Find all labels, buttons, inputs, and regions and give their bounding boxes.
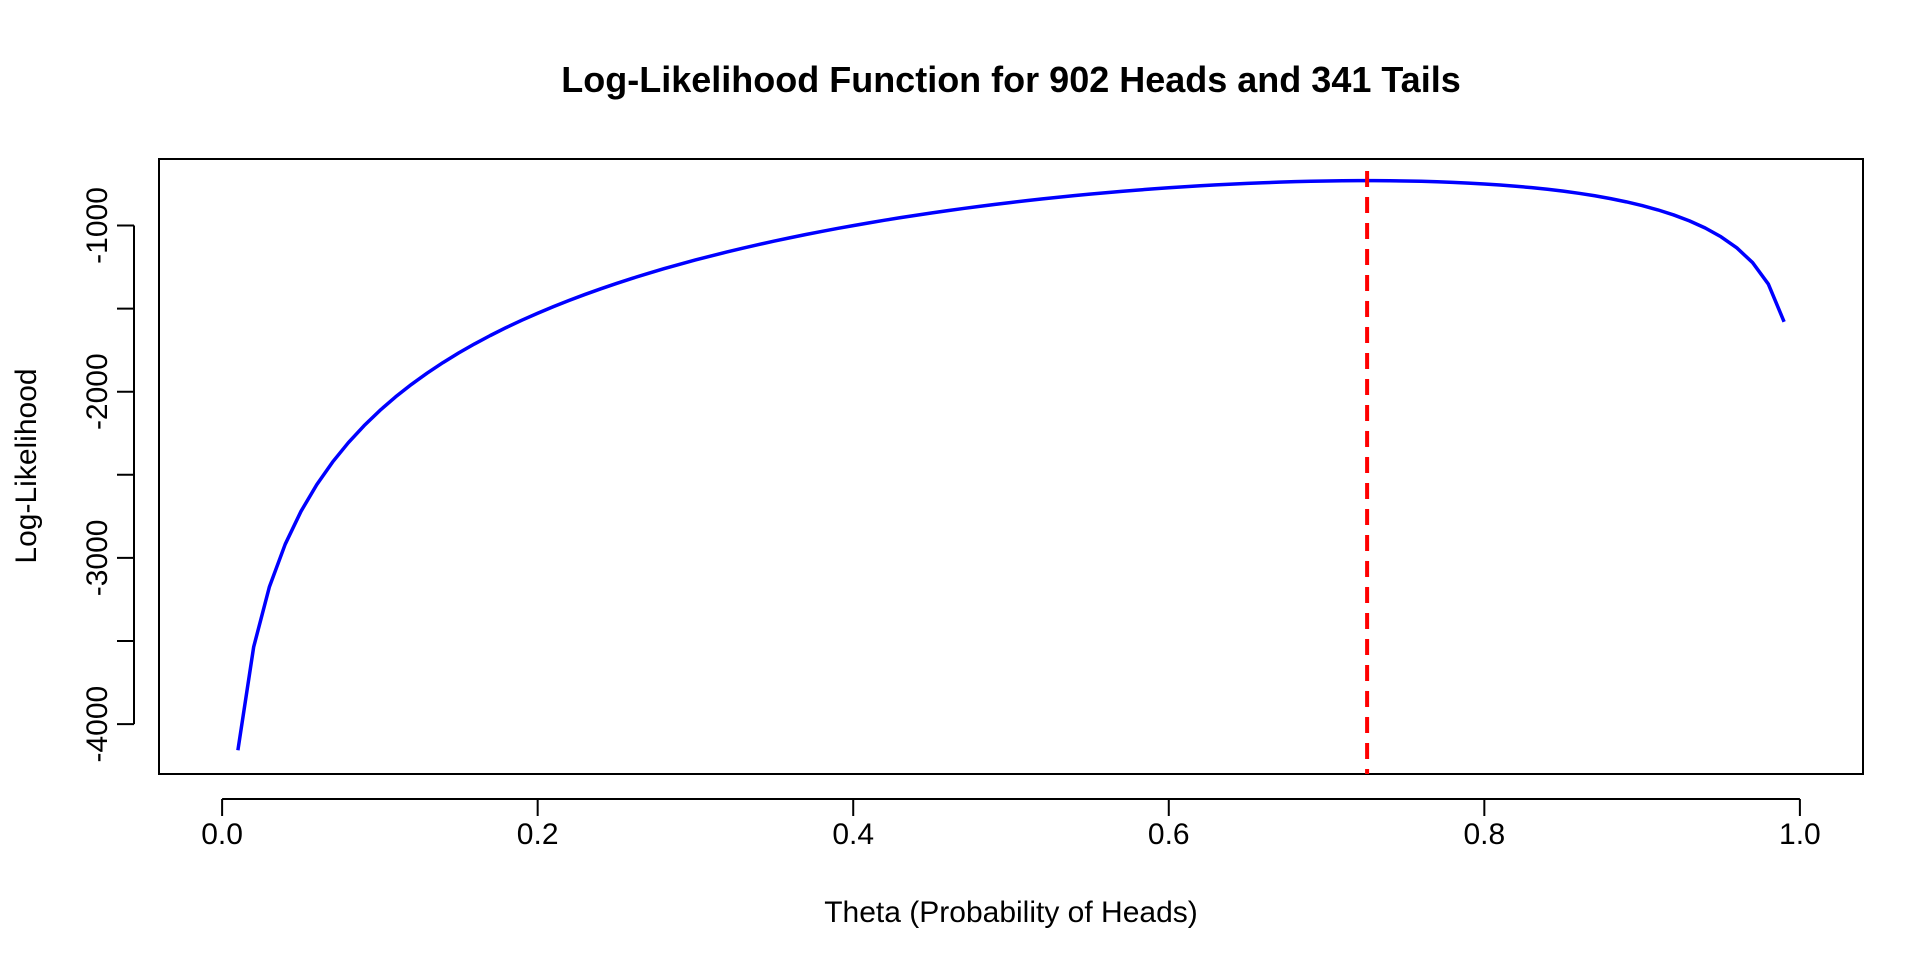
y-tick-label: -4000 [81,686,114,763]
y-axis: -4000 -3000 -2000 -1000 [81,187,135,763]
log-likelihood-curve [236,178,1786,751]
y-axis-label: Log-Likelihood [10,368,43,563]
plot-frame [158,158,1864,775]
x-tick-label: 0.4 [832,818,874,851]
x-axis-label: Theta (Probability of Heads) [824,896,1198,929]
x-tick-label: 0.2 [517,818,559,851]
y-tick-label: -3000 [81,520,114,597]
x-tick-label: 0.6 [1148,818,1190,851]
x-axis: 0.0 0.2 0.4 0.6 0.8 1.0 [201,798,1821,851]
chart-title: Log-Likelihood Function for 902 Heads an… [561,59,1460,100]
y-tick-label: -2000 [81,353,114,430]
plot-area [236,171,1786,774]
x-tick-label: 0.8 [1463,818,1505,851]
x-tick-label: 0.0 [201,818,243,851]
y-tick-label: -1000 [81,187,114,264]
x-tick-label: 1.0 [1779,818,1821,851]
